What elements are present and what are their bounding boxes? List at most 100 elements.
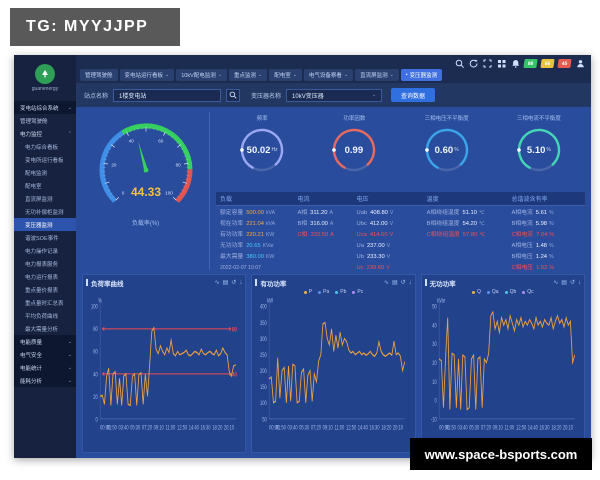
transformer-select[interactable]: 10kV变压器 ⌄ xyxy=(286,88,383,102)
tab-item[interactable]: 重点监测 ⌄ xyxy=(228,69,268,81)
sidebar-item[interactable]: 电能质量 ⌄ xyxy=(14,335,76,348)
legend-item[interactable]: Pb xyxy=(335,289,346,295)
cell-unit: V xyxy=(386,254,391,260)
chart-plot: kVar -10 0 10 20 30 40 50 00:00 01:50 03:40 05:30 07… xyxy=(425,296,581,450)
stat-card-ring: 5.10% xyxy=(514,125,564,175)
legend-label: Qb xyxy=(509,289,517,295)
switch-chart-icon[interactable]: ∿ xyxy=(214,279,220,286)
sidebar-item[interactable]: 电力运行报表 xyxy=(14,270,76,283)
legend-item[interactable]: Qb xyxy=(504,289,517,295)
tg-watermark: TG: MYYJJPP xyxy=(10,8,180,46)
restore-icon[interactable]: ↺ xyxy=(400,279,406,286)
sidebar-item[interactable]: 最大需量分析 xyxy=(14,322,76,335)
sidebar-item[interactable]: 管理驾驶舱 xyxy=(14,114,76,127)
switch-chart-icon[interactable]: ∿ xyxy=(553,279,559,286)
sidebar-item[interactable]: 平均负荷曲线 xyxy=(14,309,76,322)
data-view-icon[interactable]: ▤ xyxy=(222,279,229,286)
sidebar-item-label: 管理驾驶舱 xyxy=(20,118,48,125)
sidebar-item[interactable]: 电气安全 ⌄ xyxy=(14,348,76,361)
switch-chart-icon[interactable]: ∿ xyxy=(383,279,389,286)
sidebar-item[interactable]: 直流屏监测 xyxy=(14,192,76,205)
table-row: A相电压 1.48% xyxy=(511,241,580,252)
legend-item[interactable]: Qa xyxy=(486,289,499,295)
sidebar-item-label: 电力报表服务 xyxy=(25,261,59,268)
svg-text:09:10: 09:10 xyxy=(154,424,164,431)
tab-item[interactable]: 电气设备察看 ⌄ xyxy=(303,69,354,81)
fullscreen-icon[interactable] xyxy=(482,58,492,68)
legend-label: Pb xyxy=(340,289,347,295)
cell-value: 220.21 xyxy=(246,232,264,238)
sidebar-item[interactable]: 重点量时汇总表 xyxy=(14,296,76,309)
download-icon[interactable]: ↓ xyxy=(577,279,581,286)
cell-value: 54.20 xyxy=(462,221,477,227)
bell-icon[interactable] xyxy=(510,58,520,68)
sidebar-item[interactable]: 电能统计 ⌄ xyxy=(14,361,76,374)
svg-text:12:50: 12:50 xyxy=(346,424,356,431)
sidebar-item[interactable]: 变电所运行看板 xyxy=(14,153,76,166)
grid-icon[interactable] xyxy=(496,58,506,68)
cell-unit: V xyxy=(386,243,391,249)
legend-item[interactable]: Pa xyxy=(318,289,329,295)
alarm-badge-1[interactable]: 66 xyxy=(540,58,555,68)
tab-item[interactable]: 配电室 ⌄ xyxy=(269,69,302,81)
tab-item[interactable]: 变电站运行看板 ⌄ xyxy=(119,69,175,81)
chart-toolbox: ∿ ▤ ↺ ↓ xyxy=(384,280,412,286)
restore-icon[interactable]: ↺ xyxy=(231,279,237,286)
query-data-button[interactable]: 查询数据 xyxy=(391,88,436,102)
cell-unit: % xyxy=(549,232,554,238)
cell-unit: % xyxy=(549,243,554,249)
legend-item[interactable]: Q xyxy=(472,289,481,295)
top-bar: 98 66 45 管理驾驶舱 变电站运行看板 ⌄ 10kV配电监测 ⌄ 重点监测 ⌄ 配电室 ⌄ 电气… xyxy=(76,55,591,83)
sidebar-item[interactable]: 电力综合看板 xyxy=(14,140,76,153)
ring-icon xyxy=(240,128,284,172)
alarm-badge-0[interactable]: 98 xyxy=(523,58,538,68)
legend-item[interactable]: P xyxy=(303,289,312,295)
sidebar-item[interactable]: 电力报表服务 xyxy=(14,257,76,270)
tab-item[interactable]: 直流屏监测 ⌄ xyxy=(355,69,399,81)
sidebar-item[interactable]: 变电站综合系统 ⌄ xyxy=(14,101,76,114)
user-icon[interactable] xyxy=(575,58,585,68)
cell-value: 221.04 xyxy=(246,221,264,227)
search-icon[interactable] xyxy=(226,88,241,102)
tab-item[interactable]: 10kV配电监测 ⌄ xyxy=(176,69,227,81)
table-row: 2022-02-07 10:07 xyxy=(220,263,289,274)
sidebar-item[interactable]: 电力监控 ⌃ xyxy=(14,127,76,140)
cell-unit: % xyxy=(549,265,554,271)
legend-label: Qc xyxy=(527,289,534,295)
svg-text:44.33: 44.33 xyxy=(130,185,160,199)
search-icon[interactable] xyxy=(454,58,464,68)
legend-dot-icon xyxy=(486,290,490,294)
download-icon[interactable]: ↓ xyxy=(408,279,412,286)
tab-active[interactable]: • 变压器监测 xyxy=(400,69,443,81)
tab-item[interactable]: 管理驾驶舱 xyxy=(80,69,118,81)
table-row: B相 316.00 A xyxy=(297,219,348,230)
alarm-badge-2[interactable]: 45 xyxy=(557,58,572,68)
ring-icon xyxy=(517,128,561,172)
svg-text:11:00: 11:00 xyxy=(335,424,345,431)
tab-label: 重点监测 xyxy=(233,73,256,79)
cell-value: 316.00 xyxy=(310,221,328,227)
sidebar-item-selected[interactable]: 变压器监测 xyxy=(14,218,76,231)
top-row: 0 20 40 60 80 100 44.33 负载率(%) 频率 50.02 Hz 功率因数 … xyxy=(82,112,585,271)
gauge-label: 负载率(%) xyxy=(131,221,160,227)
sidebar-item[interactable]: 重点量价报表 xyxy=(14,283,76,296)
site-name-input[interactable]: 1楼变电站 xyxy=(113,88,222,102)
table-row: Uab 408.80 V xyxy=(357,208,419,219)
legend-item[interactable]: Pc xyxy=(352,289,363,295)
sidebar-item[interactable]: 能耗分析 ⌄ xyxy=(14,374,76,387)
svg-text:kVar: kVar xyxy=(437,298,445,305)
sidebar-item[interactable]: 无功补偿柜监测 xyxy=(14,205,76,218)
restore-icon[interactable]: ↺ xyxy=(569,279,575,286)
tab-label: 配电室 xyxy=(274,73,291,79)
load-rate-gauge-panel: 0 20 40 60 80 100 44.33 负载率(%) xyxy=(82,112,210,270)
refresh-icon[interactable] xyxy=(468,58,478,68)
sidebar-item[interactable]: 谐波SOE事件 xyxy=(14,231,76,244)
legend-item[interactable]: Qc xyxy=(522,289,534,295)
data-view-icon[interactable]: ▤ xyxy=(391,279,398,286)
download-icon[interactable]: ↓ xyxy=(239,279,243,286)
data-view-icon[interactable]: ▤ xyxy=(561,279,567,286)
sidebar-item[interactable]: 配电监测 xyxy=(14,166,76,179)
sidebar-item[interactable]: 配电室 xyxy=(14,179,76,192)
sidebar-item[interactable]: 电力操作记录 xyxy=(14,244,76,257)
